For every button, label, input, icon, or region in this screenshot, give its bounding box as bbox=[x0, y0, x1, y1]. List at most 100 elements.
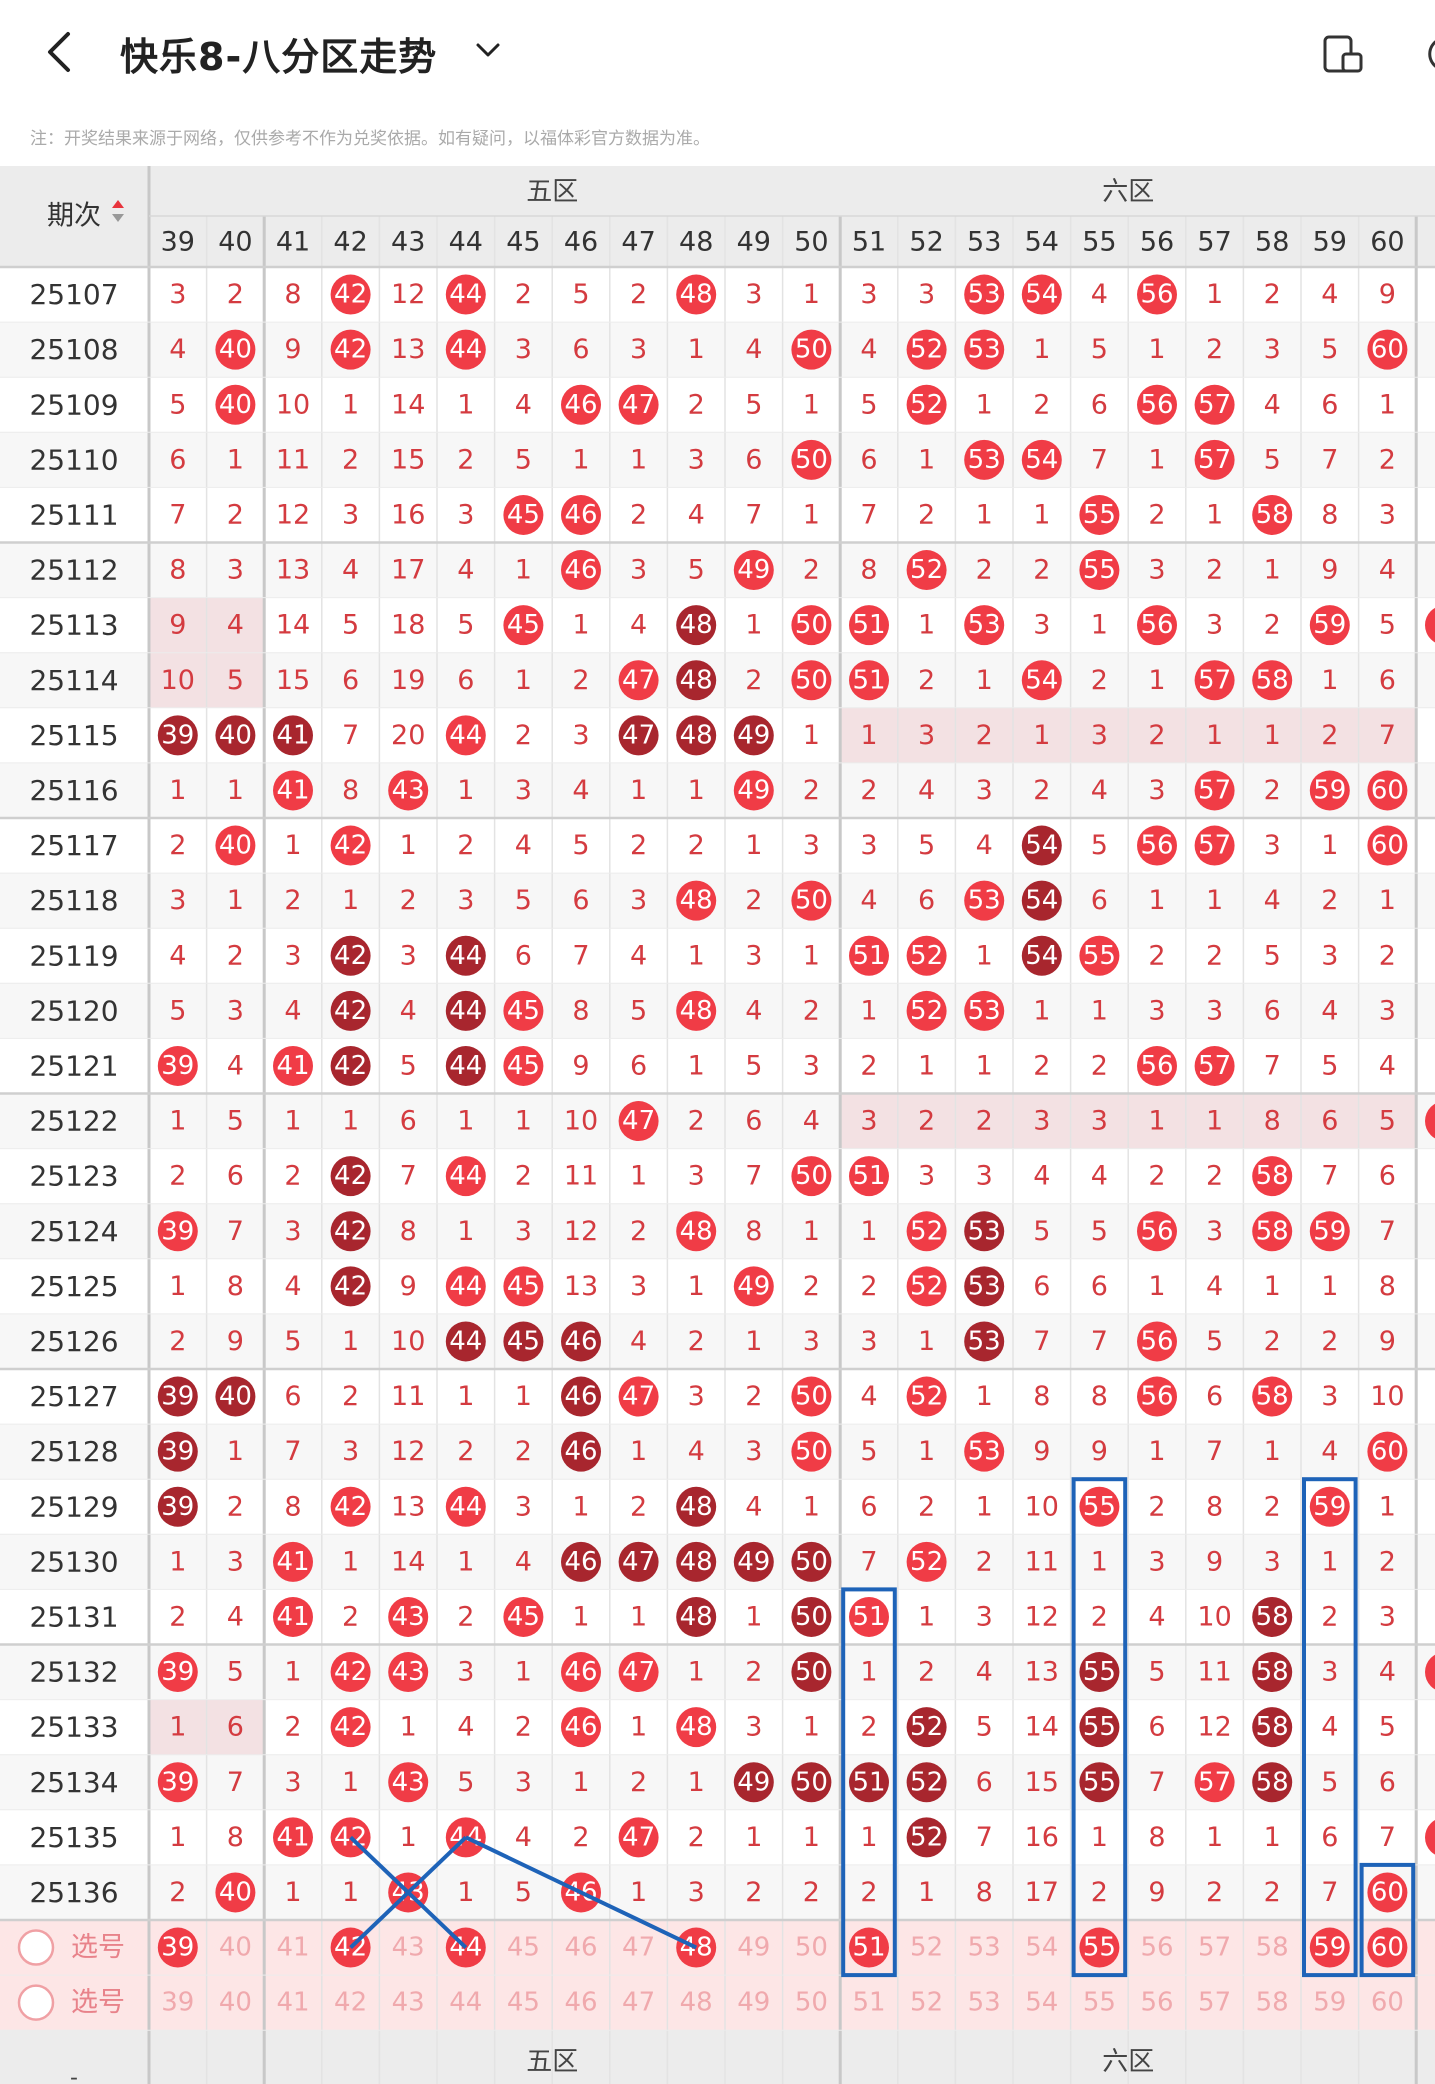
hit-number: 52 bbox=[910, 996, 943, 1026]
miss-count: 4 bbox=[284, 1271, 301, 1302]
hit-number: 58 bbox=[1256, 1767, 1289, 1797]
miss-count: 3 bbox=[976, 775, 993, 806]
miss-count: 17 bbox=[1025, 1877, 1059, 1908]
miss-count: 6 bbox=[1379, 665, 1396, 696]
miss-count: 1 bbox=[342, 389, 359, 420]
issue-number: 25112 bbox=[29, 554, 118, 587]
back-icon[interactable] bbox=[40, 28, 80, 76]
hit-ball bbox=[561, 384, 601, 425]
page-title[interactable]: 快乐8-八分区走势 bbox=[120, 35, 438, 79]
hit-number: 52 bbox=[910, 1382, 943, 1412]
hit-number: 44 bbox=[449, 1051, 482, 1081]
miss-count: 1 bbox=[400, 830, 417, 861]
miss-count: 4 bbox=[1264, 885, 1281, 916]
consecutive-hit-ball bbox=[676, 715, 717, 756]
issue-column-header: 期次 bbox=[47, 201, 101, 232]
column-number: 47 bbox=[621, 227, 655, 258]
hit-ball bbox=[964, 274, 1005, 315]
miss-count: 7 bbox=[284, 1436, 301, 1467]
hit-ball bbox=[618, 1101, 659, 1142]
hit-number: 47 bbox=[622, 665, 655, 695]
select-number: 40 bbox=[219, 1933, 252, 1963]
issue-number: 25108 bbox=[29, 333, 118, 366]
miss-count: 2 bbox=[1264, 775, 1281, 806]
hit-ball bbox=[676, 1707, 717, 1748]
issue-number: 25129 bbox=[29, 1490, 118, 1523]
miss-count: 4 bbox=[1033, 1161, 1050, 1192]
miss-count: 13 bbox=[391, 334, 425, 365]
miss-count: 3 bbox=[342, 1436, 359, 1467]
miss-count: 4 bbox=[515, 830, 532, 861]
miss-count: 2 bbox=[457, 1601, 474, 1632]
miss-count: 17 bbox=[391, 555, 425, 586]
hit-number: 55 bbox=[1083, 1712, 1116, 1742]
miss-count: 14 bbox=[276, 610, 310, 641]
miss-count: 2 bbox=[1148, 1161, 1165, 1192]
hit-number: 40 bbox=[219, 1382, 252, 1412]
miss-count: 1 bbox=[169, 775, 186, 806]
miss-count: 5 bbox=[1091, 1216, 1108, 1247]
miss-count: 4 bbox=[803, 1106, 820, 1137]
hit-number: 48 bbox=[680, 886, 713, 916]
hit-ball bbox=[1194, 770, 1235, 811]
miss-count: 2 bbox=[918, 1106, 935, 1137]
hit-number: 39 bbox=[161, 1382, 194, 1412]
miss-count: 1 bbox=[515, 1106, 532, 1137]
hit-ball bbox=[906, 1376, 947, 1417]
hit-ball bbox=[388, 1762, 429, 1803]
miss-count: 1 bbox=[457, 775, 474, 806]
miss-count: 5 bbox=[1321, 1767, 1338, 1798]
miss-count: 1 bbox=[1264, 555, 1281, 586]
miss-count: 4 bbox=[1379, 555, 1396, 586]
miss-count: 11 bbox=[1197, 1657, 1231, 1688]
hit-ball bbox=[1252, 1156, 1293, 1197]
issue-number: 25128 bbox=[29, 1435, 118, 1468]
column-number: 59 bbox=[1313, 227, 1347, 258]
hit-ball bbox=[1367, 1872, 1408, 1913]
miss-count: 9 bbox=[284, 334, 301, 365]
header-bar: 快乐8-八分区走势 bbox=[0, 0, 1435, 110]
column-number: 43 bbox=[391, 227, 425, 258]
miss-count: 5 bbox=[284, 1326, 301, 1357]
miss-count: 4 bbox=[284, 995, 301, 1026]
miss-count: 4 bbox=[860, 885, 877, 916]
hit-ball bbox=[1021, 660, 1062, 701]
hit-number: 45 bbox=[507, 610, 540, 640]
consecutive-hit-ball bbox=[561, 1321, 601, 1362]
miss-count: 3 bbox=[1033, 1106, 1050, 1137]
layout-icon[interactable] bbox=[1322, 34, 1364, 74]
chevron-down-icon[interactable] bbox=[474, 36, 502, 64]
hit-ball bbox=[215, 329, 256, 370]
miss-count: 1 bbox=[1033, 499, 1050, 530]
miss-count: 2 bbox=[803, 1877, 820, 1908]
consecutive-hit-ball bbox=[676, 1486, 717, 1527]
consecutive-hit-ball bbox=[561, 1541, 601, 1582]
miss-count: 1 bbox=[860, 1216, 877, 1247]
picked-ball bbox=[849, 1927, 889, 1968]
hit-ball bbox=[733, 550, 774, 591]
miss-count: 3 bbox=[1206, 1216, 1223, 1247]
hit-number: 44 bbox=[449, 941, 482, 971]
refresh-icon[interactable] bbox=[1418, 34, 1435, 74]
miss-count: 3 bbox=[515, 334, 532, 365]
hit-number: 48 bbox=[680, 280, 713, 310]
hit-number: 56 bbox=[1140, 1051, 1173, 1081]
select-number: 46 bbox=[564, 1933, 597, 1963]
hit-ball bbox=[906, 990, 947, 1031]
miss-count: 6 bbox=[630, 1050, 647, 1081]
hit-number: 50 bbox=[795, 1767, 828, 1797]
hit-number: 58 bbox=[1256, 1216, 1289, 1246]
hit-ball bbox=[676, 274, 717, 315]
miss-count: 1 bbox=[342, 1767, 359, 1798]
hit-number: 47 bbox=[622, 390, 655, 420]
miss-count: 2 bbox=[227, 1491, 244, 1522]
column-number: 57 bbox=[1197, 227, 1231, 258]
miss-count: 4 bbox=[457, 1712, 474, 1743]
miss-count: 1 bbox=[1206, 1822, 1223, 1853]
consecutive-hit-ball bbox=[330, 1211, 371, 1252]
miss-count: 3 bbox=[284, 1216, 301, 1247]
hit-number: 58 bbox=[1256, 1712, 1289, 1742]
miss-count: 3 bbox=[515, 1216, 532, 1247]
picked-number: 55 bbox=[1083, 1933, 1116, 1963]
miss-count: 6 bbox=[400, 1106, 417, 1137]
